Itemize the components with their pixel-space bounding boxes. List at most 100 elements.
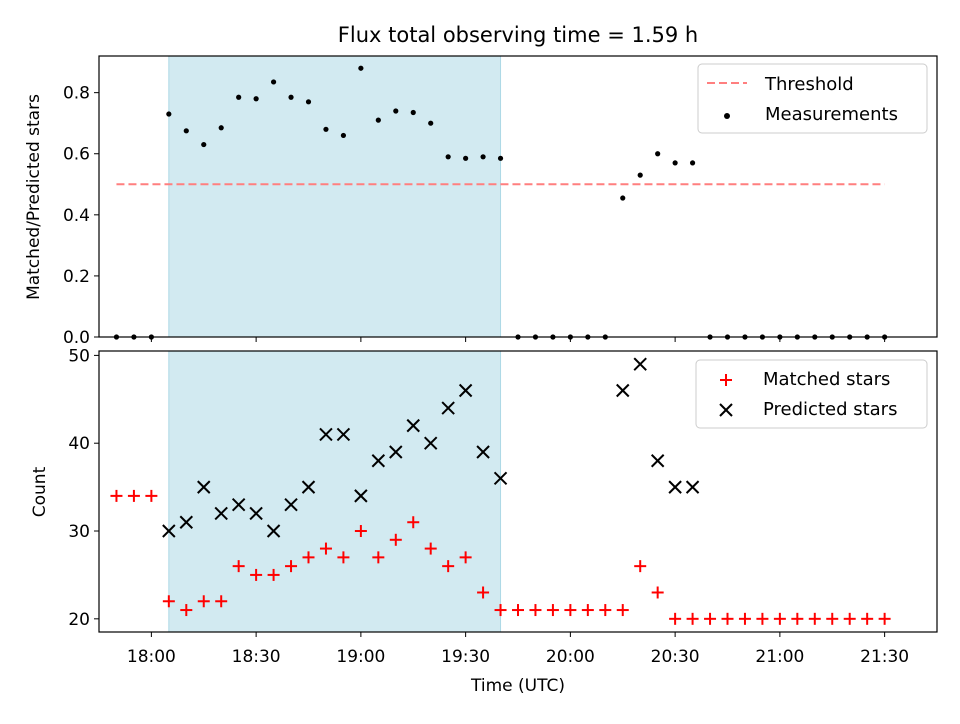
top-y-ticks: 0.0 0.2 0.4 0.6 0.8 — [63, 84, 99, 348]
matched-star-point — [791, 612, 804, 625]
y-tick-label: 0.6 — [63, 145, 90, 165]
legend-predicted-label: Predicted stars — [763, 399, 897, 420]
matched-star-point — [721, 612, 734, 625]
matched-star-point — [127, 489, 140, 502]
x-tick-label: 18:00 — [127, 647, 176, 667]
bottom-y-ticks: 20 30 40 50 — [68, 346, 99, 630]
measurement-point — [375, 117, 381, 123]
predicted-star-point — [179, 515, 193, 529]
matched-star-point — [808, 612, 821, 625]
predicted-star-point — [389, 445, 403, 459]
matched-star-point — [704, 612, 717, 625]
matched-star-point — [477, 586, 490, 599]
measurement-point — [305, 99, 312, 105]
matched-star-point — [686, 612, 699, 625]
x-tick-label: 20:30 — [651, 647, 700, 667]
matched-star-point — [669, 612, 682, 625]
y-tick-label: 0.8 — [63, 84, 90, 104]
matched-star-point — [773, 612, 786, 625]
matched-star-point — [232, 560, 245, 573]
chart-title: Flux total observing time = 1.59 h — [338, 23, 698, 47]
matched-stars-points — [110, 489, 891, 625]
matched-star-point — [162, 595, 175, 608]
shaded-region — [168, 350, 502, 633]
x-tick-label: 20:00 — [546, 647, 595, 667]
bottom-panel: 20 30 40 50 18:00 18:30 19:00 19:30 20:00 20:30 2… — [30, 346, 938, 696]
measurement-point — [218, 125, 224, 131]
legend-predicted-swatch — [719, 403, 733, 417]
y-tick-label: 0.0 — [63, 328, 90, 348]
measurement-point — [672, 160, 678, 166]
matched-star-point — [529, 604, 542, 617]
matched-star-point — [843, 612, 856, 625]
measurement-point — [358, 65, 364, 71]
top-panel: 0.00.20.40.60.8 Matched/Predicted stars … — [24, 55, 938, 348]
top-legend: Threshold Measurements — [697, 63, 928, 134]
x-tick-label: 21:00 — [755, 647, 804, 667]
predicted-star-point — [214, 506, 228, 521]
predicted-star-point — [231, 497, 246, 512]
bottom-x-ticks: 18:00 18:30 19:00 19:30 20:00 20:30 21:00 21:30 — [127, 632, 909, 667]
predicted-star-point — [354, 489, 368, 503]
y-tick-label: 40 — [68, 434, 90, 454]
matched-star-point — [442, 560, 455, 573]
measurement-point — [445, 154, 451, 160]
matched-star-point — [616, 604, 629, 617]
predicted-star-point — [441, 401, 455, 415]
matched-star-point — [634, 560, 647, 573]
matched-star-point — [215, 595, 228, 608]
measurement-point — [253, 96, 259, 102]
top-x-ticks — [150, 337, 886, 342]
legend-matched-swatch — [720, 374, 732, 386]
predicted-star-point — [284, 497, 298, 512]
predicted-star-point — [371, 454, 386, 468]
measurement-point — [236, 94, 242, 100]
x-tick-label: 19:00 — [336, 647, 385, 667]
matched-star-point — [285, 560, 298, 573]
predicted-star-point — [668, 480, 682, 494]
bottom-shaded-span — [168, 350, 502, 633]
matched-star-point — [302, 551, 315, 564]
matched-star-point — [424, 542, 437, 555]
predicted-star-point — [336, 427, 351, 442]
matched-star-point — [599, 604, 612, 617]
bottom-legend: Matched stars Predicted stars — [695, 359, 928, 429]
matched-star-point — [389, 533, 402, 546]
predicted-star-point — [493, 471, 508, 486]
predicted-star-point — [458, 383, 473, 398]
measurement-point — [497, 155, 504, 161]
matched-star-point — [110, 489, 123, 502]
measurement-point — [323, 126, 329, 132]
measurement-point — [393, 108, 399, 114]
predicted-star-point — [249, 506, 263, 521]
y-tick-label: 30 — [68, 522, 90, 542]
matched-star-point — [756, 612, 769, 625]
top-shaded-span — [168, 55, 502, 338]
matched-star-point — [145, 489, 158, 502]
x-axis-label: Time (UTC) — [470, 676, 565, 696]
predicted-star-point — [319, 427, 333, 442]
matched-star-point — [197, 595, 210, 608]
measurement-point — [620, 195, 626, 201]
measurement-point — [480, 154, 486, 160]
predicted-star-point — [616, 383, 630, 398]
measurement-points — [113, 65, 888, 340]
predicted-star-point — [301, 480, 316, 494]
measurement-point — [288, 94, 294, 100]
legend-threshold-label: Threshold — [764, 74, 854, 95]
measurement-point — [655, 151, 661, 157]
matched-star-point — [372, 551, 385, 564]
legend-measurements-label: Measurements — [765, 104, 898, 125]
predicted-star-point — [424, 436, 438, 450]
matched-star-point — [319, 542, 332, 555]
matched-star-point — [546, 604, 559, 617]
measurement-point — [201, 141, 207, 148]
measurement-point — [428, 120, 434, 126]
legend-matched-label: Matched stars — [763, 369, 890, 390]
measurement-point — [183, 128, 189, 134]
measurement-point — [463, 155, 469, 161]
predicted-star-point — [197, 480, 211, 494]
predicted-star-point — [476, 445, 490, 459]
measurement-point — [340, 132, 347, 139]
